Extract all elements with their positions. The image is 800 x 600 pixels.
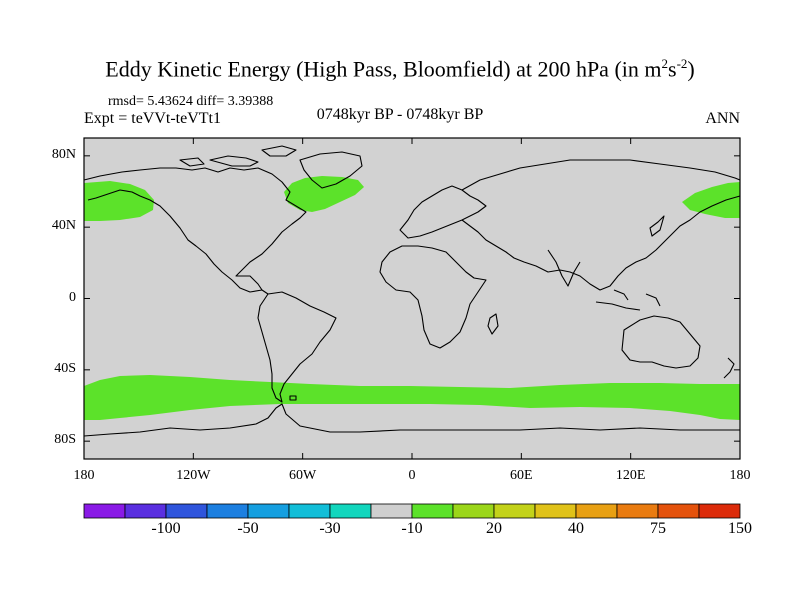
coastline-greenland xyxy=(299,151,363,189)
stats-label: rmsd= 5.43624 diff= 3.39388 xyxy=(108,94,274,109)
x-tick-label: 180 xyxy=(729,468,751,483)
coastline-new-zealand xyxy=(723,357,735,379)
colorbar-swatch xyxy=(657,503,700,519)
anomaly-region-north-pacific-east xyxy=(682,182,740,218)
colorbar-swatch xyxy=(616,503,659,519)
x-tick-label: 60W xyxy=(289,468,317,483)
coastline-africa xyxy=(379,245,487,349)
colorbar-swatch xyxy=(698,503,741,519)
coastline-antarctica xyxy=(83,403,740,437)
colorbar-swatch xyxy=(165,503,208,519)
colorbar-swatch xyxy=(124,503,167,519)
axis-ticks xyxy=(83,138,741,459)
y-tick-label: 40N xyxy=(51,218,76,234)
coastline-japan xyxy=(649,215,665,237)
colorbar-swatch xyxy=(288,503,331,519)
y-tick-label: 0 xyxy=(69,289,76,305)
coastline-arctic-islands xyxy=(179,145,297,167)
colorbar-swatch xyxy=(452,503,495,519)
colorbar xyxy=(83,503,741,519)
coastline-india xyxy=(547,249,581,287)
x-tick-label: 180 xyxy=(73,468,95,483)
coastline-australia xyxy=(621,315,701,369)
colorbar-swatch xyxy=(329,503,372,519)
anomaly-region-north-pacific-west xyxy=(84,181,154,221)
x-tick-label: 120E xyxy=(615,468,646,483)
colorbar-label: -50 xyxy=(237,520,259,537)
season-label: ANN xyxy=(705,110,740,127)
y-tick-label: 80N xyxy=(51,146,76,162)
y-tick-label: 40S xyxy=(54,360,76,376)
colorbar-swatch xyxy=(411,503,454,519)
plot-title: Eddy Kinetic Energy (High Pass, Bloomfie… xyxy=(105,56,695,82)
colorbar-swatch xyxy=(575,503,618,519)
coastline-europe xyxy=(399,185,487,239)
colorbar-swatch xyxy=(370,503,413,519)
x-tick-label: 0 xyxy=(408,468,416,483)
x-tick-label: 120W xyxy=(176,468,211,483)
colorbar-swatch xyxy=(206,503,249,519)
coastline-asia xyxy=(461,159,741,291)
colorbar-label: -10 xyxy=(401,520,423,537)
y-tick-label: 80S xyxy=(54,432,76,448)
colorbar-label: -30 xyxy=(319,520,341,537)
period-label: 0748kyr BP - 0748kyr BP xyxy=(316,106,484,123)
coastline-madagascar xyxy=(487,313,499,335)
anomaly-region-north-atlantic xyxy=(284,176,364,212)
colorbar-label: 40 xyxy=(568,520,584,537)
colorbar-label: 75 xyxy=(650,520,666,537)
coastline-falklands xyxy=(289,395,297,401)
anomaly-band-southern-ocean xyxy=(84,375,740,420)
colorbar-swatch xyxy=(247,503,290,519)
coastline-south-america xyxy=(257,291,337,403)
colorbar-swatch xyxy=(534,503,577,519)
x-tick-label: 60E xyxy=(510,468,533,483)
experiment-label: Expt = teVVt-teVTt1 xyxy=(84,110,221,127)
colorbar-label: 20 xyxy=(486,520,502,537)
colorbar-label: -100 xyxy=(151,520,181,537)
colorbar-swatch xyxy=(83,503,126,519)
coastline-indonesia xyxy=(595,289,661,311)
coastline-north-america xyxy=(83,167,307,295)
colorbar-label: 150 xyxy=(728,520,752,537)
colorbar-swatch xyxy=(493,503,536,519)
